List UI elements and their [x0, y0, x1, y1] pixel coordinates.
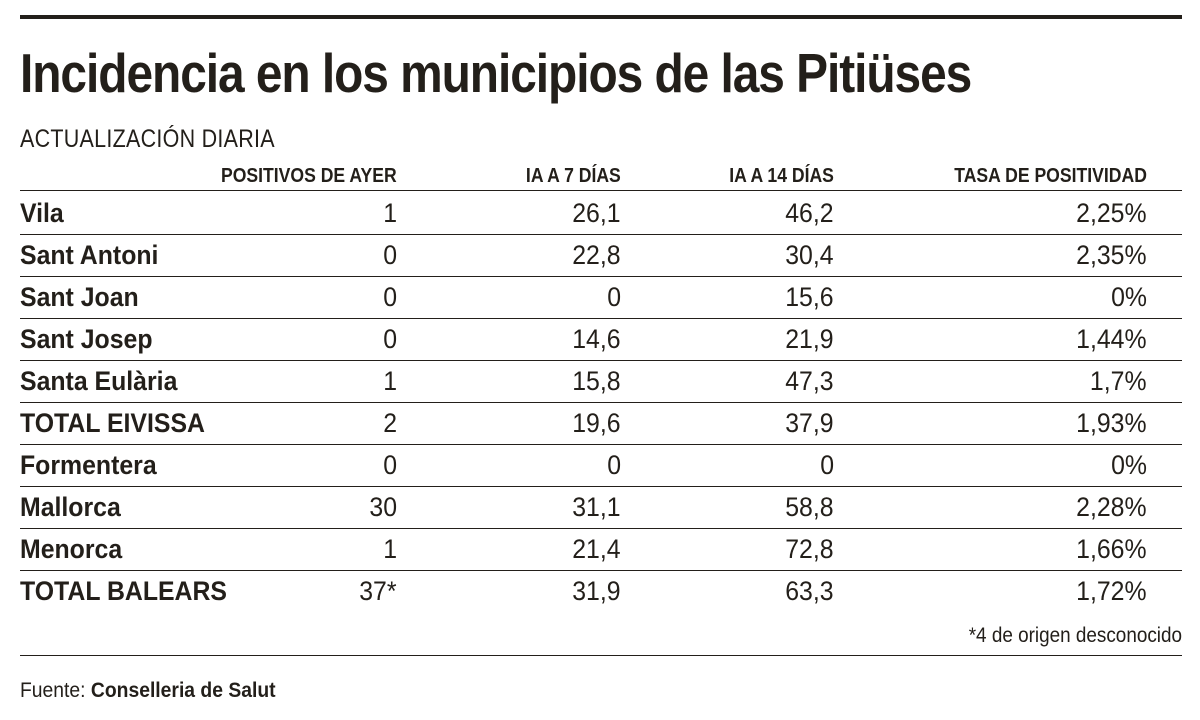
table-row: Santa Eulària 1 15,8 47,3 1,7% [20, 361, 1182, 403]
positividad-value: 1,7% [1090, 366, 1147, 396]
ia14-value: 30,4 [785, 240, 834, 270]
positividad-value: 1,72% [1076, 576, 1147, 606]
positivos-value: 30 [369, 492, 397, 522]
row-label: Sant Antoni [20, 240, 159, 270]
row-label: Mallorca [20, 492, 121, 522]
source-label: Fuente: [20, 679, 86, 702]
table-row: Menorca 1 21,4 72,8 1,66% [20, 529, 1182, 571]
infographic: Incidencia en los municipios de las Piti… [20, 0, 1182, 720]
positivos-value: 0 [383, 240, 397, 270]
ia14-value: 46,2 [785, 198, 834, 228]
table-row: Sant Joan 0 0 15,6 0% [20, 277, 1182, 319]
positividad-value: 2,28% [1076, 492, 1147, 522]
header-rule [20, 190, 1182, 191]
positividad-value: 0% [1111, 282, 1147, 312]
ia7-value: 14,6 [572, 324, 621, 354]
ia7-value: 26,1 [572, 198, 621, 228]
ia14-value: 47,3 [785, 366, 834, 396]
row-label: Santa Eulària [20, 366, 178, 396]
positivos-value: 1 [383, 534, 397, 564]
positividad-value: 2,35% [1076, 240, 1147, 270]
table-row: Formentera 0 0 0 0% [20, 445, 1182, 487]
positividad-value: 1,44% [1076, 324, 1147, 354]
source-line: Fuente: Conselleria de Salut [20, 677, 276, 705]
ia14-value: 58,8 [785, 492, 834, 522]
table-row: TOTAL EIVISSA 2 19,6 37,9 1,93% [20, 403, 1182, 445]
row-label: Sant Joan [20, 282, 139, 312]
row-label: TOTAL BALEARS [20, 576, 228, 606]
ia14-value: 72,8 [785, 534, 834, 564]
ia14-value: 37,9 [785, 408, 834, 438]
positivos-value: 0 [383, 450, 397, 480]
bottom-rule [20, 655, 1182, 656]
ia7-value: 0 [607, 450, 621, 480]
ia7-value: 31,1 [572, 492, 621, 522]
table-row: Sant Josep 0 14,6 21,9 1,44% [20, 319, 1182, 361]
column-header-ia14: IA A 14 DÍAS [729, 165, 834, 187]
positivos-value: 0 [383, 324, 397, 354]
ia7-value: 15,8 [572, 366, 621, 396]
column-header-positividad: TASA DE POSITIVIDAD [954, 165, 1147, 187]
ia7-value: 19,6 [572, 408, 621, 438]
chart-subtitle: ACTUALIZACIÓN DIARIA [20, 125, 275, 153]
positivos-value: 2 [383, 408, 397, 438]
table-row: TOTAL BALEARS 37* 31,9 63,3 1,72% [20, 571, 1182, 612]
ia7-value: 31,9 [572, 576, 621, 606]
positividad-value: 1,66% [1076, 534, 1147, 564]
table-row: Vila 1 26,1 46,2 2,25% [20, 193, 1182, 235]
ia14-value: 15,6 [785, 282, 834, 312]
row-label: Formentera [20, 450, 157, 480]
column-header-positivos: POSITIVOS DE AYER [221, 165, 397, 187]
row-label: Menorca [20, 534, 123, 564]
table-row: Mallorca 30 31,1 58,8 2,28% [20, 487, 1182, 529]
ia7-value: 22,8 [572, 240, 621, 270]
row-label: TOTAL EIVISSA [20, 408, 205, 438]
positividad-value: 0% [1111, 450, 1147, 480]
ia14-value: 0 [820, 450, 834, 480]
ia14-value: 63,3 [785, 576, 834, 606]
chart-title: Incidencia en los municipios de las Piti… [20, 42, 972, 104]
column-header-ia7: IA A 7 DÍAS [526, 165, 621, 187]
positivos-value: 1 [383, 198, 397, 228]
table-header: POSITIVOS DE AYER IA A 7 DÍAS IA A 14 DÍ… [20, 162, 1182, 190]
table-row: Sant Antoni 0 22,8 30,4 2,35% [20, 235, 1182, 277]
positividad-value: 2,25% [1076, 198, 1147, 228]
source-org: Conselleria de Salut [90, 679, 276, 702]
positivos-value: 0 [383, 282, 397, 312]
positividad-value: 1,93% [1076, 408, 1147, 438]
ia14-value: 21,9 [785, 324, 834, 354]
positivos-value: 37* [359, 576, 397, 606]
ia7-value: 0 [607, 282, 621, 312]
footnote: *4 de origen desconocido [968, 624, 1182, 647]
ia7-value: 21,4 [572, 534, 621, 564]
top-rule [20, 15, 1182, 19]
row-label: Vila [20, 198, 64, 228]
positivos-value: 1 [383, 366, 397, 396]
table-body: Vila 1 26,1 46,2 2,25% Sant Antoni 0 22,8 30,4 2,… [20, 193, 1182, 612]
row-label: Sant Josep [20, 324, 153, 354]
